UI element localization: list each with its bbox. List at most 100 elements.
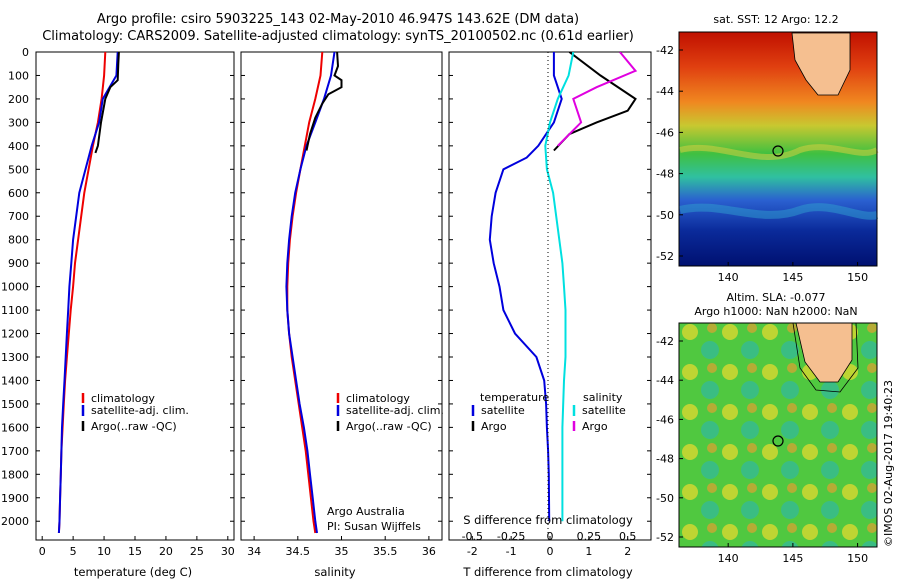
x-tick-label: 10 [97,545,111,558]
sst-map [678,31,879,267]
depth-tick-label: 1000 [1,281,29,294]
map-y-tick-label: -50 [656,209,674,222]
tasmania-land [791,32,851,96]
difference-panel [448,51,652,541]
map-y-tick-label: -44 [656,374,674,387]
figure-title-line2: Climatology: CARS2009. Satellite-adjuste… [42,29,634,44]
plot-lines-0 [57,52,120,534]
map-x-tick-label: 145 [782,552,803,565]
x-tick-label: 25 [190,545,204,558]
salinity-note-1: Argo Australia [327,505,405,518]
difference-xlabel: T difference from climatology [462,565,633,579]
map-y-tick-label: -46 [656,413,674,426]
x-tick-label: 20 [159,545,173,558]
sla-map-title-1: Altim. SLA: -0.077 [726,291,825,304]
map-y-tick-label: -48 [656,168,674,181]
depth-tick-label: 200 [8,93,29,106]
timestamp-stamp: ©IMOS 02-Aug-2017 19:40:23 [882,380,895,547]
s-tick-label: -0.5 [462,530,483,543]
depth-tick-label: 1700 [1,445,29,458]
plot-lines-1 [285,52,343,534]
legend-climatology: climatology [346,392,410,405]
s-tick-label: 0.25 [577,530,602,543]
difference-legend: temperature satellite Argo salinity sate… [471,391,626,433]
sla-map [678,322,878,548]
float-location-marker [772,145,784,157]
x-tick-label: 5 [70,545,77,558]
depth-tick-label: 300 [8,116,29,129]
x-tick-label: 15 [128,545,142,558]
x-tick-label: 35.5 [373,545,398,558]
map-x-tick-label: 145 [782,271,803,284]
salinity-note-2: PI: Susan Wijffels [327,520,421,533]
legend-temp-satellite: satellite [481,404,525,417]
figure-title-line1: Argo profile: csiro 5903225_143 02-May-2… [96,12,580,27]
x-tick-label: 36 [422,545,436,558]
s-tick-label: 0 [547,530,554,543]
legend-satellite-adj: satellite-adj. clim. [91,404,189,417]
x-tick-label: 34 [247,545,261,558]
depth-tick-label: 1200 [1,328,29,341]
x-tick-label: 34.5 [286,545,311,558]
x-tick-label: 0 [39,545,46,558]
legend-argo: Argo(..raw -QC) [91,420,177,433]
depth-tick-label: 1500 [1,398,29,411]
x-tick-label: 2 [624,545,631,558]
map-y-tick-label: -42 [656,335,674,348]
series-line [305,52,343,151]
depth-tick-label: 1900 [1,492,29,505]
legend-climatology: climatology [91,392,155,405]
series-line [94,52,120,154]
x-tick-label: 1 [585,545,592,558]
legend-salinity-title: salinity [583,391,623,404]
difference-toplabel: S difference from climatology [463,513,633,527]
salinity-panel [240,51,443,541]
legend-sal-argo: Argo [582,420,608,433]
sla-map-title-2: Argo h1000: NaN h2000: NaN [694,305,857,318]
depth-tick-label: 800 [8,234,29,247]
series-line [57,52,119,534]
temperature-legend: climatology satellite-adj. clim. Argo(..… [81,392,189,433]
legend-argo: Argo(..raw -QC) [346,420,432,433]
x-tick-label: 30 [221,545,235,558]
depth-tick-label: 500 [8,163,29,176]
map-x-tick-label: 150 [847,552,868,565]
x-tick-label: 35 [335,545,349,558]
map-y-tick-label: -52 [656,531,674,544]
legend-satellite-adj: satellite-adj. clim. [346,404,444,417]
sst-map-title: sat. SST: 12 Argo: 12.2 [713,13,838,26]
depth-tick-label: 100 [8,69,29,82]
depth-tick-label: 1800 [1,468,29,481]
float-location-marker [772,435,784,447]
salinity-xlabel: salinity [314,565,355,579]
salinity-legend: climatology satellite-adj. clim. Argo(..… [327,392,444,533]
depth-tick-label: 1300 [1,351,29,364]
depth-tick-label: 2000 [1,515,29,528]
map-x-tick-label: 140 [718,271,739,284]
series-line [544,52,575,522]
map-y-tick-label: -46 [656,126,674,139]
map-y-tick-label: -44 [656,85,674,98]
depth-tick-label: 400 [8,140,29,153]
map-x-tick-label: 140 [718,552,739,565]
series-line [557,52,638,147]
depth-tick-label: 900 [8,257,29,270]
depth-tick-label: 1100 [1,304,29,317]
map-y-tick-label: -48 [656,453,674,466]
map-y-tick-label: -50 [656,492,674,505]
legend-temperature-title: temperature [480,391,549,404]
plot-lines-2 [488,52,638,522]
x-tick-label: -1 [506,545,517,558]
map-y-tick-label: -52 [656,250,674,263]
depth-tick-label: 600 [8,187,29,200]
depth-tick-label: 1600 [1,421,29,434]
temperature-panel [35,51,235,541]
depth-tick-label: 700 [8,210,29,223]
depth-tick-label: 0 [22,46,29,59]
s-tick-label: -0.25 [497,530,525,543]
legend-temp-argo: Argo [481,420,507,433]
x-tick-label: -2 [467,545,478,558]
map-x-tick-label: 150 [847,271,868,284]
legend-sal-satellite: satellite [582,404,626,417]
